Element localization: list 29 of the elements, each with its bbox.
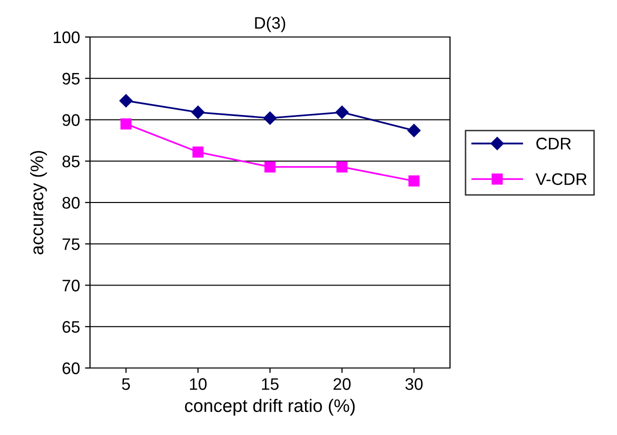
y-tick-label: 65 <box>62 321 80 333</box>
point <box>264 161 276 172</box>
y-tick-label: 95 <box>62 72 80 85</box>
x-tick-label: 10 <box>190 378 207 390</box>
point <box>120 118 132 130</box>
y-tick-label: 75 <box>62 238 80 250</box>
y-tick-label: 80 <box>62 196 80 209</box>
legend-label: V-CDR <box>536 173 587 186</box>
point <box>263 112 277 125</box>
x-tick-label: 5 <box>122 378 130 390</box>
y-tick-label: 85 <box>62 156 80 168</box>
point <box>336 161 348 172</box>
y-axis-title: accuracy (%) <box>30 150 47 254</box>
point <box>191 106 205 119</box>
point <box>119 94 133 108</box>
chart-title: D(3) <box>255 16 286 32</box>
legend-label: CDR <box>536 138 571 150</box>
y-tick-label: 70 <box>62 280 80 292</box>
x-tick-label: 15 <box>262 378 279 390</box>
y-tick-label: 90 <box>62 114 80 126</box>
x-axis-title: concept drift ratio (%) <box>184 398 355 416</box>
point <box>407 124 421 138</box>
point <box>335 106 349 119</box>
point <box>192 146 204 158</box>
x-tick-label: 20 <box>334 378 351 390</box>
y-tick-label: 60 <box>62 362 80 374</box>
x-tick-label: 30 <box>405 378 423 390</box>
point <box>408 175 420 187</box>
y-tick-label: 100 <box>54 31 80 44</box>
